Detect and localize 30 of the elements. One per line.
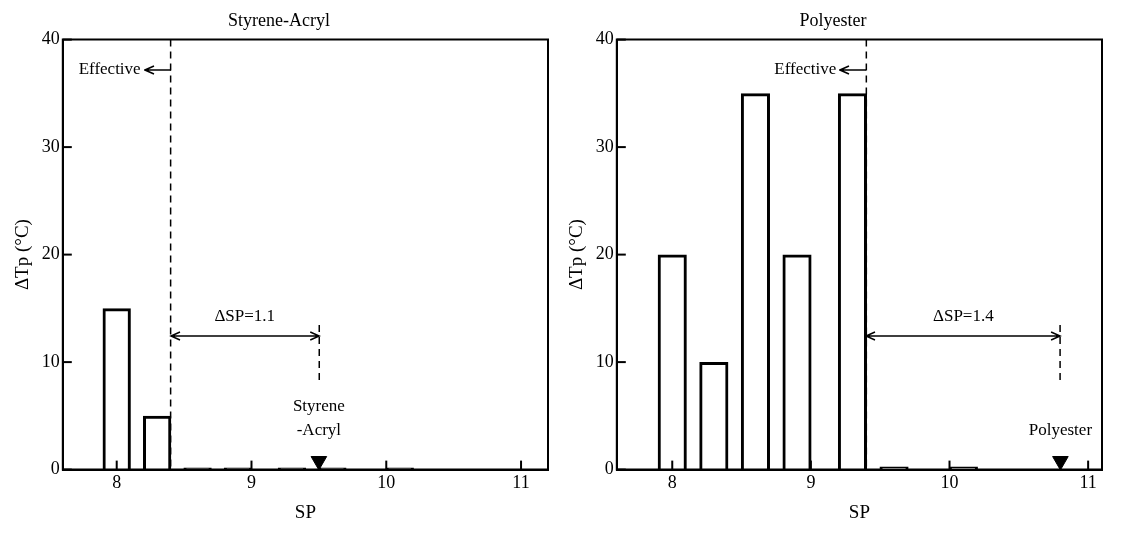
annotation: Polyester: [1028, 420, 1093, 440]
annotation: Effective: [774, 59, 837, 79]
annotation: ΔSP=1.1: [214, 305, 276, 325]
y-tick-label: 10: [41, 350, 60, 371]
y-axis-title: ΔTp (°C): [565, 219, 588, 291]
x-tick-label: 9: [246, 472, 256, 493]
x-tick-label: 11: [1079, 472, 1097, 493]
y-axis-title: ΔTp (°C): [11, 219, 34, 291]
y-tick-label: 30: [595, 135, 614, 156]
y-tick-label: 40: [41, 28, 60, 49]
chart-title: Polyester: [799, 9, 867, 30]
y-tick-label: 30: [41, 135, 60, 156]
annotation: Styrene -Acryl: [292, 396, 345, 440]
y-tick-label: 20: [595, 243, 614, 264]
x-axis-title: SP: [294, 500, 316, 522]
x-tick-label: 10: [377, 472, 396, 493]
y-tick-label: 0: [50, 458, 60, 479]
y-tick-label: 20: [41, 243, 60, 264]
annotation: ΔSP=1.4: [933, 305, 995, 325]
x-tick-label: 11: [512, 472, 530, 493]
y-tick-label: 10: [595, 350, 614, 371]
x-axis-title: SP: [848, 500, 870, 522]
x-tick-label: 9: [806, 472, 816, 493]
y-tick-label: 40: [595, 28, 614, 49]
annotation: Effective: [78, 59, 141, 79]
x-tick-label: 8: [112, 472, 122, 493]
x-tick-label: 10: [940, 472, 959, 493]
x-tick-label: 8: [667, 472, 677, 493]
chart-title: Styrene-Acryl: [228, 9, 330, 30]
y-tick-label: 0: [604, 458, 614, 479]
